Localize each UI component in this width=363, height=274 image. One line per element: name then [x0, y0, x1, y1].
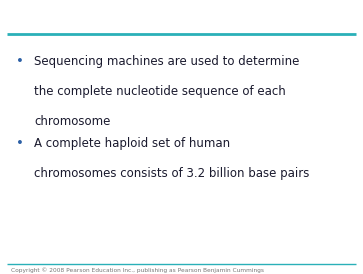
Text: Copyright © 2008 Pearson Education Inc., publishing as Pearson Benjamin Cummings: Copyright © 2008 Pearson Education Inc.,… [11, 267, 264, 273]
Text: •: • [16, 137, 24, 150]
Text: A complete haploid set of human: A complete haploid set of human [34, 137, 231, 150]
Text: chromosome: chromosome [34, 115, 111, 128]
Text: chromosomes consists of 3.2 billion base pairs: chromosomes consists of 3.2 billion base… [34, 167, 310, 180]
Text: •: • [16, 55, 24, 68]
Text: the complete nucleotide sequence of each: the complete nucleotide sequence of each [34, 85, 286, 98]
Text: Sequencing machines are used to determine: Sequencing machines are used to determin… [34, 55, 300, 68]
